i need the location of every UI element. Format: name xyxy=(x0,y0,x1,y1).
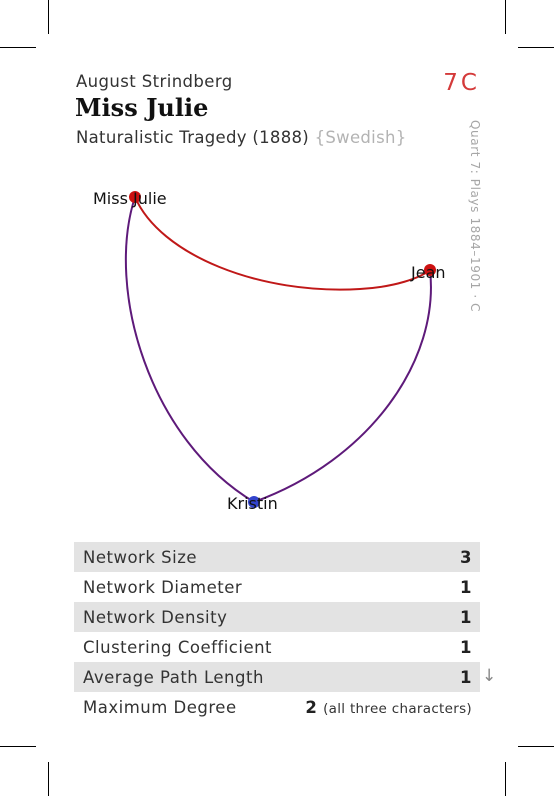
stat-label: Average Path Length xyxy=(83,667,264,687)
edge-julie-jean xyxy=(134,196,431,291)
crop-mark-bottom-right-vertical xyxy=(505,762,506,796)
play-title: Miss Julie xyxy=(75,93,209,122)
node-label-miss-julie: Miss Julie xyxy=(93,189,167,208)
crop-mark-bottom-left-horizontal xyxy=(0,746,36,747)
network-graph: Miss Julie Jean Kristin xyxy=(93,189,446,513)
stat-value-group: 2 (all three characters) xyxy=(305,698,472,717)
language-tag: {Swedish} xyxy=(314,128,407,147)
stat-label: Maximum Degree xyxy=(83,697,237,717)
edge-jean-kristin xyxy=(253,269,432,503)
crop-mark-top-right-vertical xyxy=(505,0,506,34)
stat-row-network-size: Network Size 3 xyxy=(74,542,480,572)
node-kristin xyxy=(248,496,260,508)
edge-julie-kristin xyxy=(124,196,255,503)
stat-label: Clustering Coefficient xyxy=(83,637,273,657)
node-label-kristin: Kristin xyxy=(227,494,278,513)
stat-value: 1 xyxy=(460,667,472,687)
node-miss-julie xyxy=(129,191,141,203)
stat-value: 1 xyxy=(460,577,472,597)
stat-value: 1 xyxy=(460,637,472,657)
author-name: August Strindberg xyxy=(76,72,233,91)
stat-value: 1 xyxy=(460,607,472,627)
stat-value: 3 xyxy=(460,547,472,567)
crop-mark-top-left-vertical xyxy=(48,0,49,34)
node-label-jean: Jean xyxy=(410,263,446,282)
crop-mark-top-right-horizontal xyxy=(518,47,554,48)
stat-row-clustering-coefficient: Clustering Coefficient 1 xyxy=(74,632,480,662)
arrow-down-icon: ↓ xyxy=(482,666,497,686)
stat-row-network-density: Network Density 1 xyxy=(74,602,480,632)
stat-label: Network Density xyxy=(83,607,228,627)
card-code: 7C xyxy=(443,70,480,96)
stat-note: (all three characters) xyxy=(323,700,472,717)
play-subtitle: Naturalistic Tragedy (1888) {Swedish} xyxy=(76,128,407,147)
crop-mark-bottom-right-horizontal xyxy=(518,746,554,747)
stat-row-maximum-degree: Maximum Degree 2 (all three characters) xyxy=(74,692,480,722)
stat-value: 2 xyxy=(305,697,318,717)
node-jean xyxy=(424,264,436,276)
crop-mark-top-left-horizontal xyxy=(0,47,36,48)
stat-row-average-path-length: Average Path Length 1 xyxy=(74,662,480,692)
network-statistics-table: Network Size 3 Network Diameter 1 Networ… xyxy=(74,542,480,722)
stat-label: Network Size xyxy=(83,547,198,567)
stat-label: Network Diameter xyxy=(83,577,243,597)
side-label: Quart 7: Plays 1884–1901 · C xyxy=(468,120,482,313)
crop-mark-bottom-left-vertical xyxy=(48,762,49,796)
stat-row-network-diameter: Network Diameter 1 xyxy=(74,572,480,602)
genre-year: Naturalistic Tragedy (1888) xyxy=(76,128,310,147)
